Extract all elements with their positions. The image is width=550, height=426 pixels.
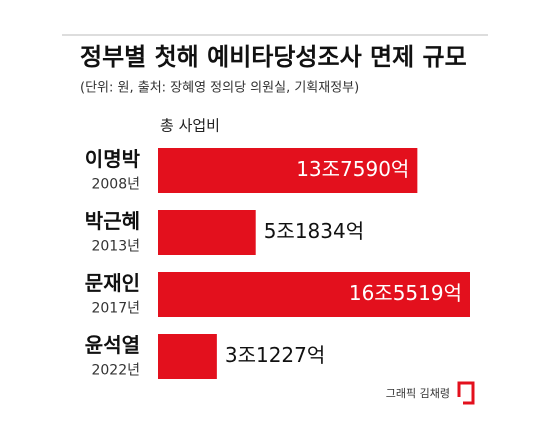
bar (158, 148, 418, 193)
category-sublabel: 2013년 (91, 239, 140, 255)
value-label: 16조5519억 (349, 281, 462, 305)
bar (158, 210, 256, 255)
source: 그래픽 김채령 (386, 387, 450, 400)
logo (457, 381, 475, 405)
value-label: 13조7590억 (296, 157, 409, 181)
chart-title: 정부별 첫해 예비타당성조사 면제 규모 (80, 43, 467, 71)
series-label: 총 사업비 (160, 117, 220, 135)
bar (158, 272, 470, 317)
value-label: 5조1834억 (264, 219, 364, 243)
value-label: 3조1227억 (225, 343, 325, 367)
logo-icon (457, 381, 475, 405)
bar (158, 334, 217, 379)
chart-subtitle: (단위: 원, 출처: 장혜영 정의당 의원실, 기획재정부) (80, 81, 359, 96)
category-sublabel: 2017년 (91, 301, 140, 317)
category-label: 박근혜 (85, 209, 140, 233)
logo-cut (457, 397, 463, 405)
category-sublabel: 2008년 (91, 177, 140, 193)
category-label: 윤석열 (85, 333, 140, 357)
category-label: 문재인 (85, 271, 140, 295)
category-sublabel: 2022년 (91, 363, 140, 379)
category-label: 이명박 (85, 147, 141, 171)
